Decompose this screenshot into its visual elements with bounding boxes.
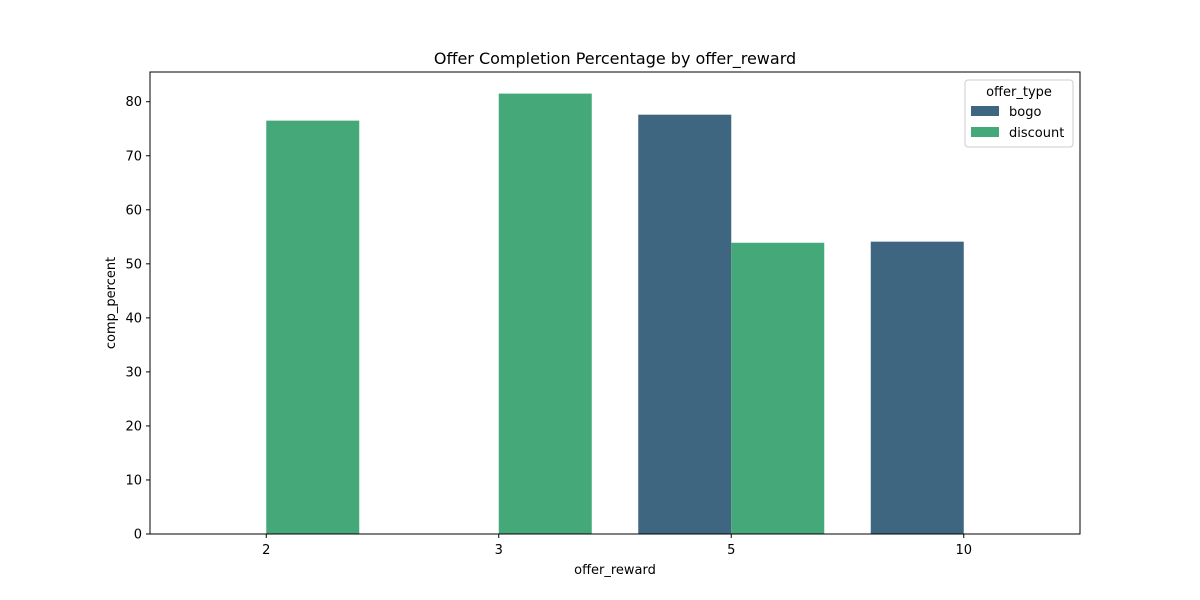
x-tick-label: 10	[955, 543, 972, 558]
legend: offer_type bogo discount	[964, 79, 1074, 148]
legend-swatch-discount	[971, 127, 999, 137]
x-axis-label: offer_reward	[574, 563, 656, 578]
y-tick-label: 10	[125, 473, 142, 488]
bar-discount-3	[498, 93, 592, 535]
x-tick-label: 2	[262, 543, 270, 558]
bar-discount-5	[731, 242, 825, 534]
chart-title: Offer Completion Percentage by offer_rew…	[434, 49, 796, 69]
bar-bogo-10	[870, 241, 964, 535]
y-tick-label: 70	[125, 149, 142, 164]
x-axis: 2 3 5 10	[262, 534, 972, 558]
y-tick-label: 0	[134, 528, 142, 543]
x-tick-label: 5	[727, 543, 735, 558]
y-tick-label: 40	[125, 311, 142, 326]
y-axis-label: comp_percent	[104, 257, 119, 349]
y-axis: 0 10 20 30 40 50 60 70 80	[125, 95, 150, 543]
y-tick-label: 50	[125, 257, 142, 272]
legend-label-discount: discount	[1009, 126, 1064, 141]
plot-frame	[149, 71, 1081, 535]
bars-group	[266, 93, 964, 535]
y-tick-label: 20	[125, 419, 142, 434]
y-tick-label: 30	[125, 365, 142, 380]
x-tick-label: 3	[495, 543, 503, 558]
y-tick-label: 80	[125, 95, 142, 110]
legend-title: offer_type	[986, 85, 1052, 100]
legend-label-bogo: bogo	[1009, 105, 1041, 120]
legend-swatch-bogo	[971, 106, 999, 116]
y-tick-label: 60	[125, 203, 142, 218]
bar-bogo-5	[638, 114, 732, 534]
bar-discount-2	[266, 120, 360, 534]
